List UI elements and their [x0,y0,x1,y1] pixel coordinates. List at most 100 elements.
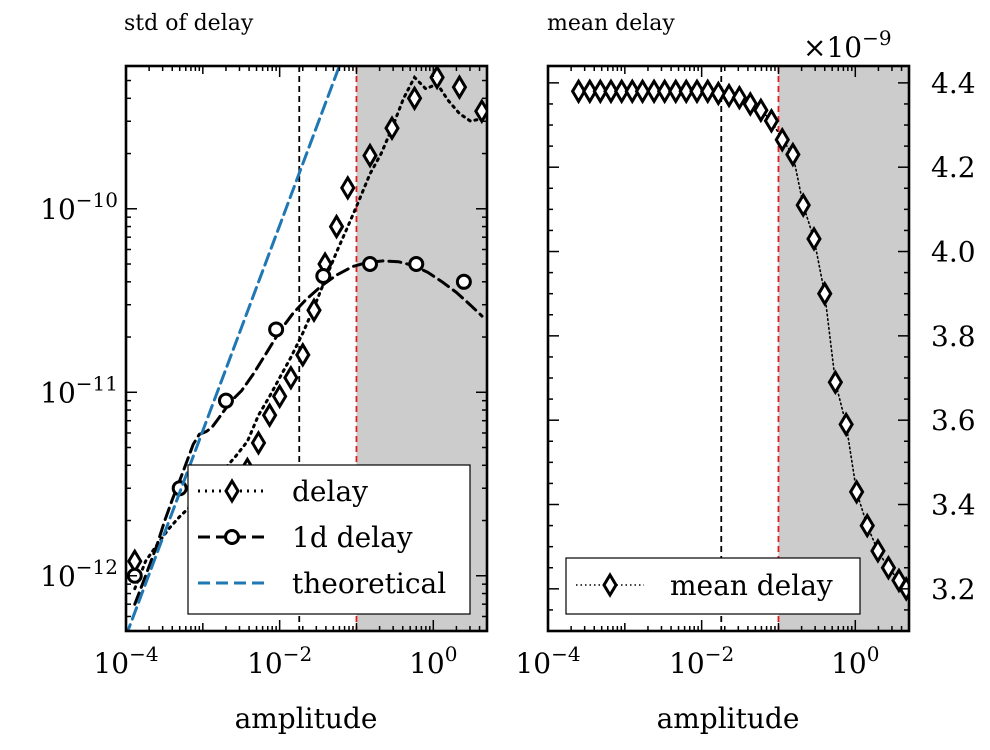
right-point-0-2 [592,78,609,105]
left-x-tick-label-base: 10 [409,647,445,680]
right-point-0-1 [582,78,598,105]
right-x-tick-label-0: 10−4 [515,642,580,680]
left-legend-label-2: theoretical [292,567,446,600]
left-x-tick-label-2: 100 [409,642,457,680]
left-point-1-4 [315,268,332,285]
right-x-tick-label-exp: 0 [867,642,880,666]
left-x-tick-label-0: 10−4 [93,642,158,680]
left-point-0-12 [340,174,356,201]
right-point-0-13 [710,80,727,107]
left-y-tick-label-1: 10−11 [40,371,118,409]
left-point-1-6 [408,256,425,273]
right-point-0-22 [806,225,822,252]
left-point-0-11 [328,213,345,240]
left-legend-marker-1 [224,529,240,545]
right-x-axis-label: amplitude [657,702,800,735]
right-point-0-23 [816,280,833,307]
left-legend-label-0: delay [292,475,368,508]
right-point-0-20 [785,141,801,168]
left-x-tick-label-exp: 0 [445,642,458,666]
right-x-tick-label-base: 10 [831,647,867,680]
right-point-0-17 [753,97,769,124]
right-y-multiplier-exp: −9 [862,26,891,50]
left-y-tick-label-exp: −10 [76,188,118,212]
right-point-0-0 [570,78,587,105]
right-y-multiplier-base: ×10 [803,31,862,64]
left-point-0-5 [261,402,278,429]
right-point-0-7 [646,78,662,105]
right-point-0-16 [742,91,759,117]
right-point-0-30 [891,567,907,594]
left-y-tick-label-exp: −12 [76,555,118,579]
right-point-0-9 [667,78,684,105]
right-y-multiplier: ×10−9 [803,26,892,64]
right-x-tick-label-1: 10−2 [669,642,734,680]
right-axes-frame [546,64,911,633]
left-series-line-2 [126,66,341,631]
right-point-0-19 [774,126,791,153]
left-point-1-5 [362,256,379,273]
left-point-0-7 [283,364,299,391]
right-point-0-28 [870,537,886,564]
right-y-tick-label-6: 4.4 [931,67,976,100]
left-chart: std of delay 10−4 10−2 10010−1210−1110−10 … [40,11,489,735]
right-point-0-3 [603,78,619,105]
right-point-0-14 [721,82,737,109]
left-point-1-2 [217,392,234,409]
right-y-tick-label-5: 4.2 [931,151,976,184]
right-point-0-12 [699,78,716,105]
right-point-0-29 [880,554,897,581]
right-chart: mean delay ×10−9 10−4 10−2 1003.23.43.63.8… [515,11,975,735]
left-x-tick-label-exp: −4 [129,642,158,666]
left-y-tick-label-2: 10−10 [40,188,118,226]
left-point-0-6 [271,383,288,410]
right-y-tick-label-2: 3.6 [931,404,976,437]
right-y-tick-label-0: 3.2 [931,573,976,606]
left-point-0-9 [306,297,322,324]
left-x-tick-label-base: 10 [247,647,283,680]
left-y-tick-label-0: 10−12 [40,555,118,593]
right-point-0-25 [838,411,854,438]
right-legend-label-0: mean delay [670,569,833,602]
right-y-tick-label-3: 3.8 [931,320,976,353]
right-x-tick-label-exp: −4 [551,642,580,666]
right-point-0-5 [624,78,641,105]
right-chart-title: mean delay [547,11,675,36]
right-legend: mean delay [565,557,861,615]
left-x-axis-label: amplitude [235,702,378,735]
left-x-tick-label-base: 10 [93,647,129,680]
right-point-0-15 [731,84,748,111]
left-y-tick-label-exp: −11 [76,371,118,395]
right-point-0-24 [827,369,844,396]
right-point-0-6 [634,78,651,105]
left-y-tick-label-base: 10 [40,560,76,593]
left-point-0-17 [451,74,468,101]
right-point-0-27 [859,512,875,539]
right-point-0-26 [848,478,865,505]
right-shaded-region [778,66,909,631]
right-point-0-18 [763,107,780,134]
right-x-tick-label-2: 100 [831,642,879,680]
left-axes-frame [124,64,489,633]
right-x-tick-label-exp: −2 [705,642,734,666]
left-point-1-3 [268,321,285,338]
left-point-0-14 [384,115,400,142]
left-x-tick-label-1: 10−2 [247,642,312,680]
left-point-0-8 [295,341,311,368]
left-chart-title: std of delay [124,11,254,36]
left-legend-marker-0 [224,478,240,504]
left-point-0-13 [362,142,378,169]
right-legend-marker-0 [602,572,618,598]
right-point-0-10 [678,78,694,105]
left-y-tick-label-base: 10 [40,193,76,226]
left-legend-label-1: 1d delay [292,521,413,554]
left-x-tick-label-exp: −2 [283,642,312,666]
right-point-0-8 [656,78,673,105]
right-y-tick-label-4: 4.0 [931,236,976,269]
left-legend: delay 1d delay theoretical [187,464,471,615]
left-point-0-4 [250,429,267,456]
right-x-tick-label-base: 10 [515,647,551,680]
right-x-tick-label-base: 10 [669,647,705,680]
